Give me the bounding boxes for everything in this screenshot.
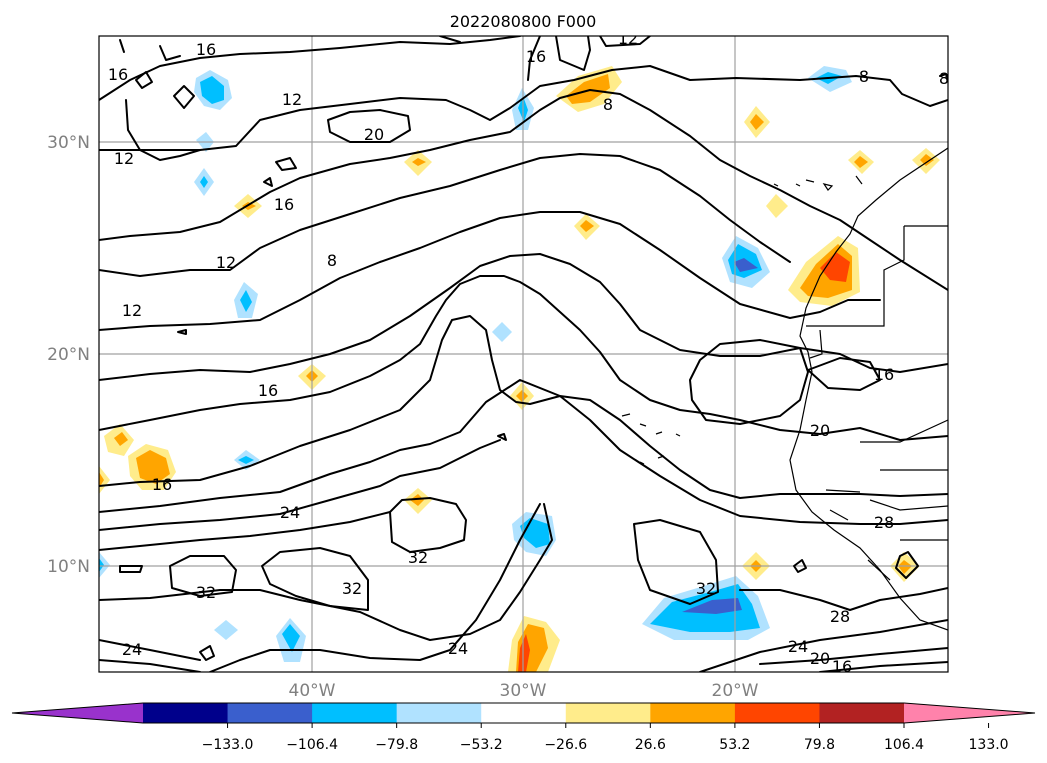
contour-label: 16 [832, 657, 852, 676]
contour-label: 8 [327, 251, 337, 270]
colorbar: −133.0 −106.4 −79.8 −53.2 −26.6 26.6 53.2 79.8 1… [11, 702, 1036, 753]
contour-labels: 16 16 12 12 20 16 8 12 12 8 12 16 16 24 … [108, 29, 949, 676]
colorbar-extend-low [12, 703, 143, 723]
contour-label: 12 [618, 29, 638, 48]
colorbar-segment [819, 703, 905, 723]
contour-label: 20 [364, 125, 384, 144]
colorbar-segment [650, 703, 736, 723]
contour-label: 32 [342, 579, 362, 598]
colorbar-segment [143, 703, 229, 723]
lon-label: 30°W [500, 681, 547, 701]
contour-label: 8 [859, 67, 869, 86]
colorbar-tick-label: −133.0 [202, 737, 254, 753]
colorbar-segment [734, 703, 820, 723]
contour-label: 16 [274, 195, 294, 214]
colorbar-tick-label: 26.6 [635, 737, 666, 753]
map-area: 16 16 12 12 20 16 8 12 12 8 12 16 16 24 … [99, 29, 949, 676]
lon-label: 20°W [712, 681, 759, 701]
contour-label: 8 [603, 95, 613, 114]
map-frame [98, 35, 949, 673]
contour-label: 32 [696, 579, 716, 598]
contour-label: 24 [788, 637, 808, 656]
colorbar-tick-label: −53.2 [460, 737, 503, 753]
contour-label: 16 [258, 381, 278, 400]
contour-label: 28 [874, 513, 894, 532]
contour-label: 16 [196, 40, 216, 59]
lon-label: 40°W [289, 681, 336, 701]
graticule [99, 36, 948, 672]
contour-label: 16 [874, 365, 894, 384]
colorbar-tick-label: 106.4 [884, 737, 924, 753]
contour-label: 32 [408, 548, 428, 567]
lat-label: 10°N [47, 557, 90, 577]
contour-label: 12 [114, 149, 134, 168]
contour-label: 24 [122, 640, 142, 659]
contour-label: 24 [448, 639, 468, 658]
colorbar-tick-label: −106.4 [286, 737, 338, 753]
colorbar-segment [481, 703, 567, 723]
contour-lines [99, 36, 948, 672]
contour-label: 16 [526, 47, 546, 66]
colorbar-tick-label: −26.6 [544, 737, 587, 753]
contour-label: 16 [152, 475, 172, 494]
contour-label: 28 [830, 607, 850, 626]
colorbar-tick-label: 79.8 [804, 737, 835, 753]
contour-label: 12 [122, 301, 142, 320]
lat-label: 20°N [47, 345, 90, 365]
lat-label: 30°N [47, 133, 90, 153]
contour-label: 16 [108, 65, 128, 84]
contour-label: 32 [196, 583, 216, 602]
contour-label: 12 [282, 90, 302, 109]
contour-label: 8 [939, 69, 949, 88]
colorbar-segment [565, 703, 651, 723]
contour-label: 20 [810, 421, 830, 440]
colorbar-outline [11, 702, 1036, 724]
map-title: 2022080800 F000 [450, 12, 597, 31]
colorbar-extend-high [904, 703, 1035, 723]
colorbar-tick-label: 53.2 [719, 737, 750, 753]
colorbar-segment [227, 703, 313, 723]
colorbar-segment [396, 703, 482, 723]
colorbar-tick-label: 133.0 [969, 737, 1009, 753]
colorbar-segment [312, 703, 398, 723]
coastlines [621, 147, 948, 631]
contour-label: 24 [280, 503, 300, 522]
contour-label: 12 [216, 253, 236, 272]
colorbar-tick-label: −79.8 [375, 737, 418, 753]
contour-label: 20 [810, 649, 830, 668]
